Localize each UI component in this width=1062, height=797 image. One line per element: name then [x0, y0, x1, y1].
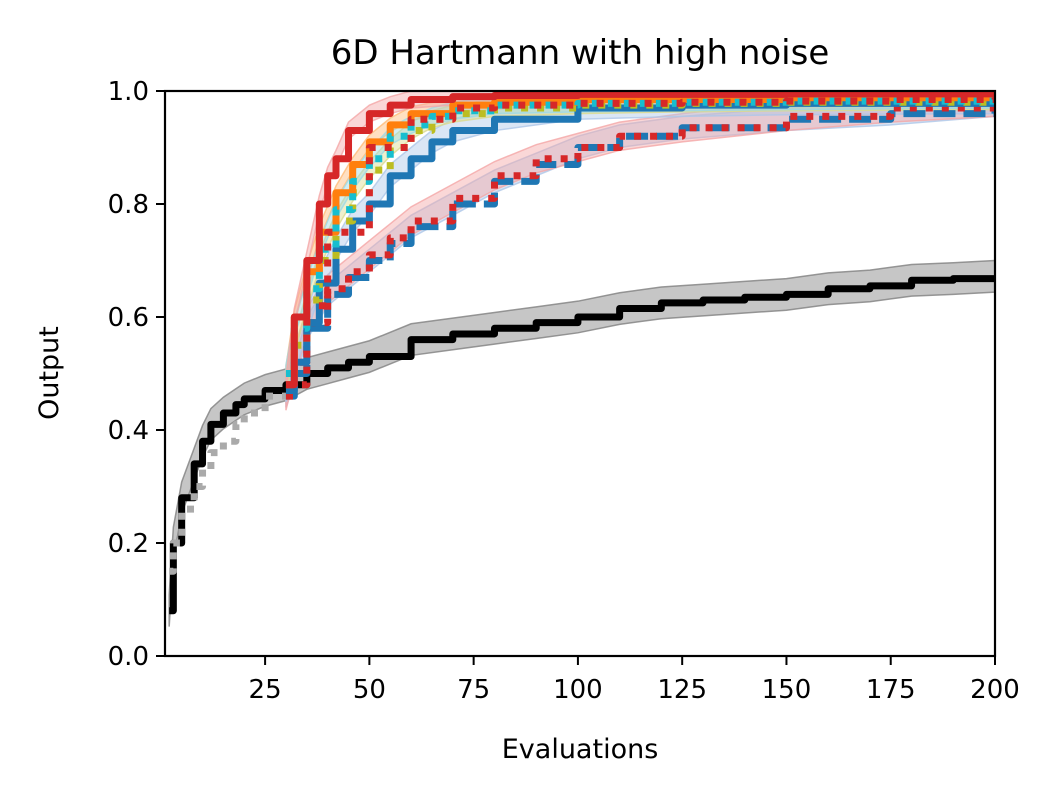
x-tick-label: 100: [553, 675, 603, 705]
series-5-confidence-band: [285, 91, 995, 394]
y-tick-label: 0.8: [108, 190, 149, 220]
x-tick-label: 75: [457, 675, 490, 705]
series-9-line: [285, 95, 995, 389]
plot-series-group: [168, 91, 995, 627]
y-tick-label: 0.2: [108, 529, 149, 559]
y-tick-label: 1.0: [108, 77, 149, 107]
y-tick-label: 0.4: [108, 416, 149, 446]
series-1-line: [169, 384, 290, 575]
x-tick-label: 200: [970, 675, 1020, 705]
plot-frame: [163, 89, 997, 658]
y-axis-label: Output: [34, 326, 65, 420]
series-8-line: [285, 91, 995, 389]
x-tick-label: 175: [866, 675, 916, 705]
y-tick-label: 0.0: [108, 642, 149, 672]
series-2-line: [285, 105, 995, 400]
x-axis-label: Evaluations: [502, 734, 659, 765]
x-axis-ticks: 25 50 75 100 125 150 175 200: [249, 656, 1020, 705]
x-tick-label: 25: [249, 675, 282, 705]
x-tick-label: 125: [657, 675, 707, 705]
x-tick-label: 50: [353, 675, 386, 705]
y-axis-ticks: 0.0 0.2 0.4 0.6 0.8 1.0: [108, 77, 165, 672]
series-0-line: [169, 275, 995, 615]
x-tick-label: 150: [762, 675, 812, 705]
series-7-line: [285, 97, 995, 377]
y-tick-label: 0.6: [108, 303, 149, 333]
chart-title: 6D Hartmann with high noise: [331, 33, 830, 73]
